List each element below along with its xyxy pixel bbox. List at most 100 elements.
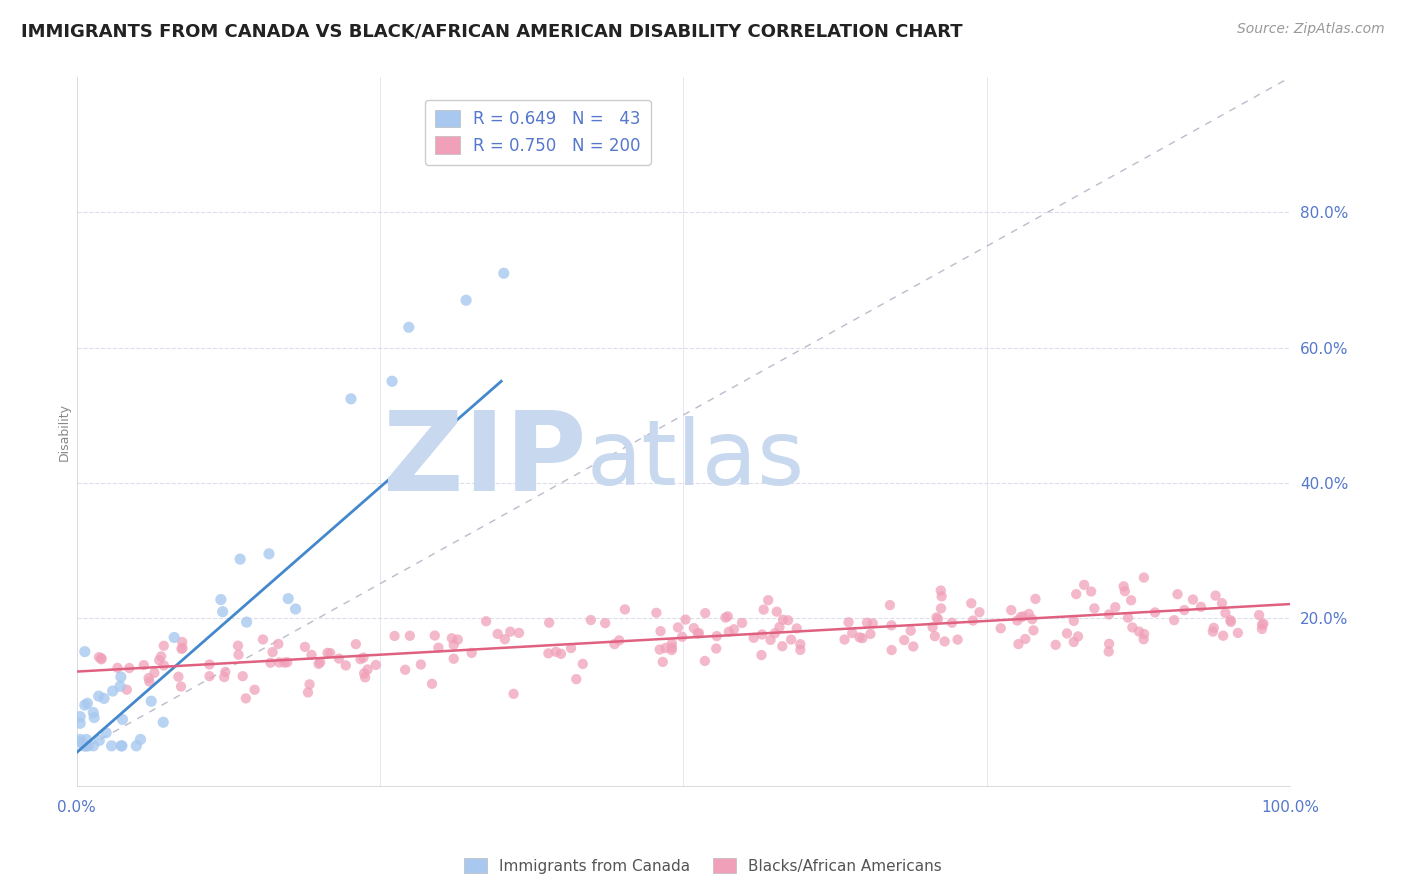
Point: [650, 624, 672, 639]
Point: [751, 627, 773, 641]
Point: [1163, 613, 1185, 627]
Point: [141, 694, 163, 708]
Point: [308, 657, 330, 671]
Point: [929, 601, 952, 615]
Text: IMMIGRANTS FROM CANADA VS BLACK/AFRICAN AMERICAN DISABILITY CORRELATION CHART: IMMIGRANTS FROM CANADA VS BLACK/AFRICAN …: [21, 22, 963, 40]
Legend: R = 0.649   N =   43, R = 0.750   N = 200: R = 0.649 N = 43, R = 0.750 N = 200: [425, 100, 651, 165]
Point: [1133, 627, 1156, 641]
Point: [1067, 630, 1090, 644]
Point: [309, 655, 332, 669]
Point: [316, 646, 339, 660]
Point: [704, 641, 727, 656]
Point: [648, 642, 671, 657]
Point: [962, 614, 984, 628]
Point: [460, 646, 482, 660]
Point: [138, 671, 160, 685]
Point: [328, 651, 350, 665]
Point: [593, 616, 616, 631]
Point: [893, 633, 915, 648]
Point: [93, 691, 115, 706]
Point: [349, 652, 371, 666]
Point: [335, 658, 357, 673]
Point: [138, 674, 160, 689]
Point: [494, 632, 516, 647]
Point: [786, 622, 808, 636]
Point: [420, 677, 443, 691]
Point: [77, 739, 100, 753]
Point: [613, 602, 636, 616]
Legend: Immigrants from Canada, Blacks/African Americans: Immigrants from Canada, Blacks/African A…: [458, 852, 948, 880]
Point: [423, 628, 446, 642]
Point: [75, 739, 97, 753]
Point: [1251, 622, 1274, 636]
Point: [1116, 610, 1139, 624]
Point: [1215, 606, 1237, 620]
Point: [76, 696, 98, 710]
Point: [1253, 616, 1275, 631]
Point: [931, 590, 953, 604]
Point: [1007, 614, 1029, 628]
Point: [94, 725, 117, 739]
Point: [356, 662, 378, 676]
Point: [607, 633, 630, 648]
Point: [235, 615, 257, 629]
Point: [763, 626, 786, 640]
Point: [1181, 592, 1204, 607]
Text: atlas: atlas: [586, 417, 804, 504]
Point: [108, 679, 131, 693]
Point: [770, 639, 793, 653]
Point: [900, 624, 922, 638]
Point: [110, 739, 132, 753]
Point: [927, 612, 949, 626]
Point: [447, 632, 470, 647]
Point: [110, 670, 132, 684]
Point: [69, 716, 91, 731]
Point: [560, 641, 582, 656]
Point: [101, 684, 124, 698]
Point: [502, 687, 524, 701]
Point: [768, 620, 790, 634]
Point: [645, 606, 668, 620]
Point: [172, 640, 194, 655]
Point: [1202, 624, 1225, 639]
Text: Source: ZipAtlas.com: Source: ZipAtlas.com: [1237, 22, 1385, 37]
Point: [170, 641, 193, 656]
Point: [706, 629, 728, 643]
Point: [243, 682, 266, 697]
Point: [107, 661, 129, 675]
Point: [1063, 635, 1085, 649]
Point: [776, 613, 799, 627]
Point: [661, 640, 683, 655]
Point: [651, 655, 673, 669]
Point: [319, 646, 342, 660]
Point: [941, 615, 963, 630]
Point: [125, 739, 148, 753]
Point: [661, 643, 683, 657]
Point: [232, 669, 254, 683]
Point: [550, 647, 572, 661]
Point: [925, 610, 948, 624]
Point: [537, 646, 560, 660]
Point: [73, 645, 96, 659]
Point: [75, 732, 97, 747]
Point: [789, 643, 811, 657]
Text: ZIP: ZIP: [382, 407, 586, 514]
Point: [1226, 626, 1249, 640]
Point: [353, 650, 375, 665]
Point: [381, 374, 404, 388]
Point: [73, 698, 96, 712]
Point: [879, 598, 901, 612]
Point: [456, 293, 478, 308]
Point: [212, 670, 235, 684]
Point: [856, 615, 879, 630]
Point: [859, 627, 882, 641]
Point: [1249, 608, 1271, 623]
Point: [1212, 629, 1234, 643]
Point: [929, 583, 952, 598]
Point: [1098, 637, 1121, 651]
Point: [90, 652, 112, 666]
Point: [486, 627, 509, 641]
Point: [1098, 607, 1121, 622]
Point: [69, 735, 91, 749]
Point: [723, 622, 745, 636]
